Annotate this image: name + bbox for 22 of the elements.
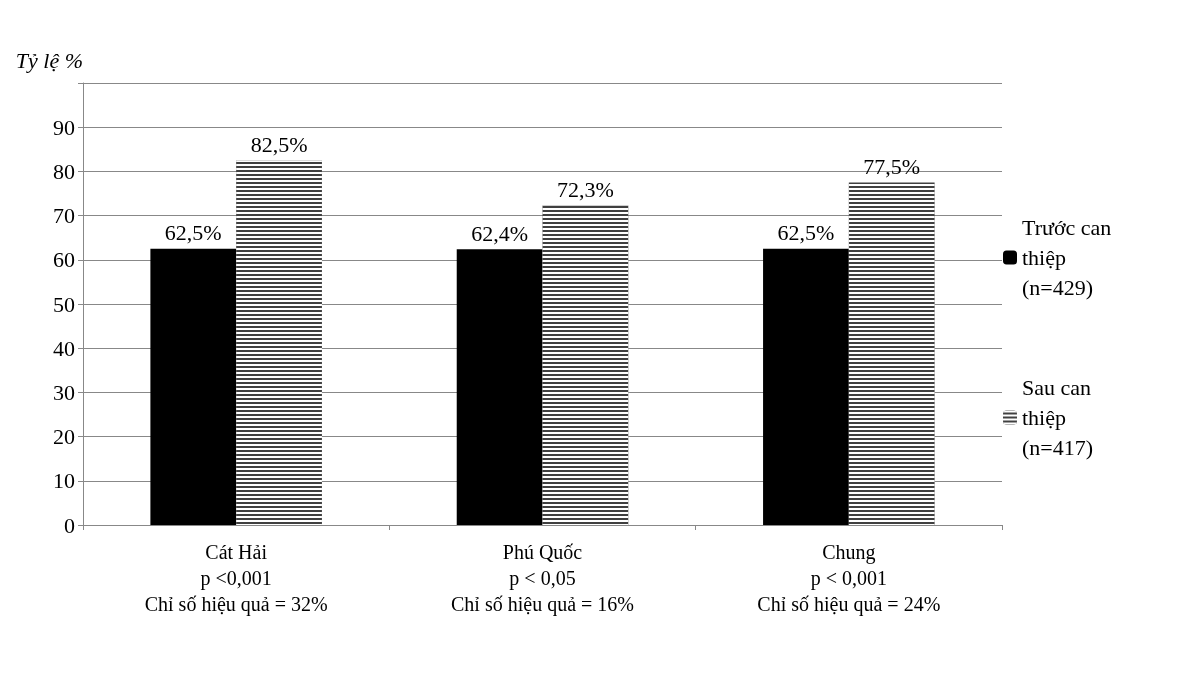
y-tick-label: 60 (53, 247, 75, 273)
legend-label: Trước can thiệp (n=429) (1022, 215, 1117, 300)
y-axis-title: Tỷ lệ % (15, 47, 83, 73)
data-label: 62,5% (164, 220, 222, 246)
y-tick-label: 10 (53, 468, 75, 494)
data-label: 72,3% (556, 176, 614, 202)
y-tick-label: 20 (53, 424, 75, 450)
y-tick-label: 80 (53, 158, 75, 184)
y-tick-label: 40 (53, 335, 75, 361)
y-tick-label: 70 (53, 203, 75, 229)
data-label: 62,5% (777, 220, 835, 246)
y-tick-label: 50 (53, 291, 75, 317)
data-label: 82,5% (250, 131, 308, 157)
data-label: 77,5% (863, 153, 921, 179)
y-tick-label: 90 (53, 114, 75, 140)
y-tick-label: 30 (53, 379, 75, 405)
legend-label: Sau can thiệp (n=417) (1022, 375, 1097, 460)
x-tick-label: Cát Hải p <0,001 Chỉ số hiệu quả = 32% (144, 541, 328, 616)
x-tick-label: Chung p < 0,001 Chỉ số hiệu quả = 24% (757, 541, 941, 616)
y-tick-label: 0 (64, 512, 75, 538)
data-label: 62,4% (471, 220, 529, 246)
x-tick-label: Phú Quốc p < 0,05 Chỉ số hiệu quả = 16% (451, 541, 634, 616)
